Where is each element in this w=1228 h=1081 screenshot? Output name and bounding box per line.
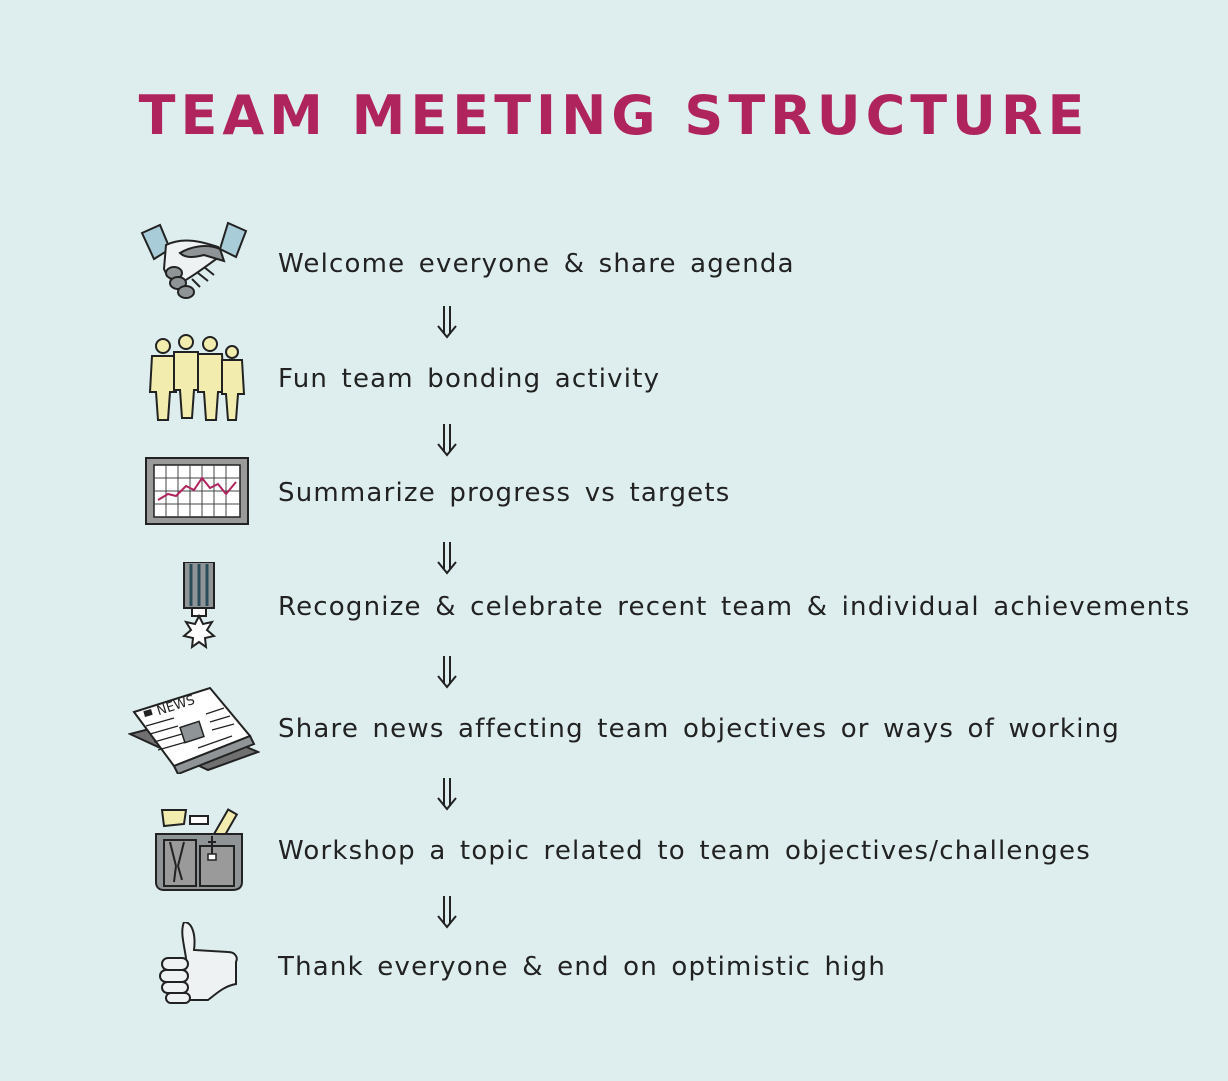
step-label: Thank everyone & end on optimistic high bbox=[278, 952, 887, 982]
page-title: TEAM MEETING STRUCTURE bbox=[138, 84, 1090, 147]
down-arrow-icon bbox=[434, 654, 460, 690]
toolbox-icon bbox=[128, 806, 260, 896]
newspaper-icon: NEWS bbox=[128, 684, 260, 774]
down-arrow-icon bbox=[434, 776, 460, 812]
flow-step-news: NEWS Share news affecting team objective… bbox=[0, 684, 1228, 774]
flow-step-progress: Summarize progress vs targets bbox=[0, 448, 1228, 538]
step-label: Summarize progress vs targets bbox=[278, 478, 731, 508]
step-label: Recognize & celebrate recent team & indi… bbox=[278, 592, 1191, 622]
down-arrow-icon bbox=[434, 894, 460, 930]
thumbs-up-icon bbox=[128, 922, 260, 1012]
flow-step-recognize: Recognize & celebrate recent team & indi… bbox=[0, 562, 1228, 652]
step-label: Fun team bonding activity bbox=[278, 364, 661, 394]
flow-step-thank: Thank everyone & end on optimistic high bbox=[0, 922, 1228, 1012]
down-arrow-icon bbox=[434, 304, 460, 340]
flow-step-workshop: Workshop a topic related to team objecti… bbox=[0, 806, 1228, 896]
team-people-icon bbox=[128, 334, 260, 424]
step-label: Welcome everyone & share agenda bbox=[278, 249, 795, 279]
flow-step-welcome: Welcome everyone & share agenda bbox=[0, 219, 1228, 309]
down-arrow-icon bbox=[434, 422, 460, 458]
down-arrow-icon bbox=[434, 540, 460, 576]
step-label: Share news affecting team objectives or … bbox=[278, 714, 1120, 744]
step-label: Workshop a topic related to team objecti… bbox=[278, 836, 1091, 866]
medal-icon bbox=[128, 562, 260, 652]
progress-chart-icon bbox=[128, 448, 260, 538]
handshake-icon bbox=[128, 219, 260, 309]
flow-step-bonding: Fun team bonding activity bbox=[0, 334, 1228, 424]
